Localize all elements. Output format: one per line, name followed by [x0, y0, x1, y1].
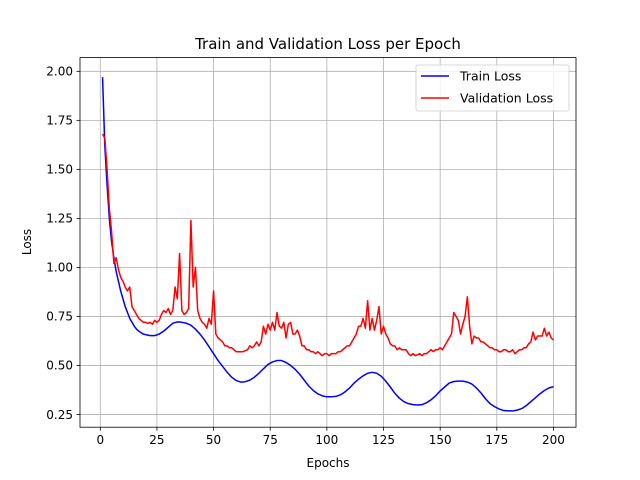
plot-frame	[79, 57, 577, 428]
x-axis-ticks: 0 25 50 75 100 125 150 175 200	[96, 427, 565, 447]
validation-loss-line	[101, 133, 554, 357]
x-tick-label: 50	[206, 433, 221, 447]
x-tick-label: 125	[372, 433, 395, 447]
y-axis-ticks: 0.25 0.50 0.75 1.00 1.25 1.50 1.75 2.00	[46, 65, 80, 422]
series-lines	[101, 77, 554, 412]
y-tick-label: 0.25	[46, 408, 73, 422]
x-axis-label: Epochs	[307, 456, 350, 470]
legend-label-train: Train Loss	[459, 69, 521, 84]
y-tick-label: 1.50	[46, 163, 73, 177]
x-tick-label: 150	[429, 433, 452, 447]
train-loss-line	[101, 77, 554, 412]
y-tick-label: 1.00	[46, 261, 73, 275]
x-tick-label: 175	[485, 433, 508, 447]
y-axis-label: Loss	[20, 229, 34, 255]
legend-label-validation: Validation Loss	[460, 91, 553, 106]
y-tick-label: 0.50	[46, 359, 73, 373]
y-tick-label: 1.25	[46, 212, 73, 226]
grid-lines	[80, 57, 576, 428]
y-tick-label: 0.75	[46, 310, 73, 324]
y-tick-label: 1.75	[46, 114, 73, 128]
x-tick-label: 100	[315, 433, 338, 447]
x-tick-label: 25	[149, 433, 164, 447]
x-tick-label: 0	[96, 433, 104, 447]
x-tick-label: 75	[263, 433, 278, 447]
x-tick-label: 200	[542, 433, 565, 447]
legend-box	[415, 64, 570, 112]
chart-title: Train and Validation Loss per Epoch	[194, 35, 461, 53]
y-tick-label: 2.00	[46, 65, 73, 79]
legend: Train Loss Validation Loss	[415, 64, 570, 112]
